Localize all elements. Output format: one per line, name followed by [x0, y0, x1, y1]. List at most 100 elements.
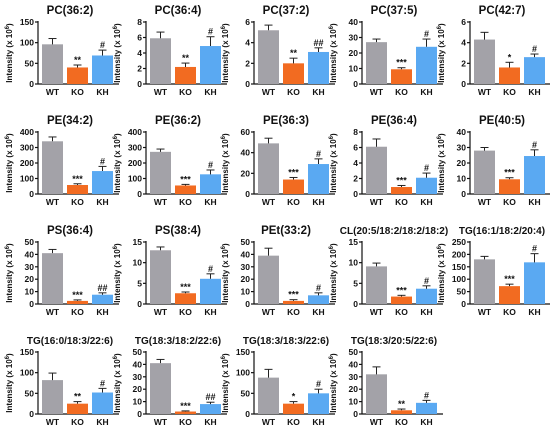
y-tick-label: 40	[457, 127, 467, 137]
y-tick-label: 20	[241, 168, 251, 178]
chart-title: PS(36:4)	[47, 225, 93, 237]
bar-wt	[258, 143, 279, 194]
y-axis-label-text: Intensity (x 10	[437, 139, 446, 193]
bar-kh	[308, 164, 329, 194]
x-tick-label: WT	[154, 197, 168, 207]
y-axis-label-text: Intensity (x 10	[437, 249, 446, 303]
y-tick-label: 4	[137, 48, 142, 58]
x-tick-label: WT	[154, 417, 168, 427]
significance-marker: #	[316, 283, 321, 293]
y-tick-label: 10	[133, 258, 143, 268]
chart-title: PC(37:5)	[371, 5, 418, 17]
y-tick-label: 20	[133, 384, 143, 394]
chart-title: CL(20:5/18:2/18:2/18:2)	[340, 226, 448, 237]
chart-title: PEt(33:2)	[261, 225, 311, 237]
x-tick-label: WT	[370, 197, 384, 207]
bar-kh	[200, 278, 221, 304]
y-tick-label: 6	[137, 33, 142, 43]
x-tick-label: WT	[154, 307, 168, 317]
significance-marker: #	[100, 378, 105, 388]
y-tick-label: 40	[133, 359, 143, 369]
bar-ko	[391, 296, 412, 304]
x-tick-label: WT	[478, 307, 492, 317]
y-tick-label: 50	[25, 237, 35, 247]
chart-title: PC(36:2)	[47, 5, 94, 17]
significance-marker: ***	[396, 58, 407, 68]
y-axis-label-end: )	[329, 23, 338, 26]
y-axis-label-exponent: 6	[113, 135, 119, 139]
bar-ko	[67, 185, 88, 194]
chart-panel: TG(18:3/18:2/22:6)Intensity (x 106)01020…	[113, 336, 227, 427]
y-axis-label-exponent: 6	[329, 135, 335, 139]
significance-marker: ***	[180, 282, 191, 292]
significance-marker: #	[532, 140, 537, 150]
bar-ko	[391, 187, 412, 194]
y-tick-label: 5	[137, 278, 142, 288]
y-axis-label-exponent: 6	[221, 355, 227, 359]
y-axis-label: Intensity (x 106)	[329, 133, 338, 193]
bar-kh	[308, 51, 329, 84]
bar-wt	[150, 250, 171, 304]
y-tick-label: 40	[349, 359, 359, 369]
y-axis-label-text: Intensity (x 10	[221, 359, 230, 413]
y-axis-label-exponent: 6	[221, 25, 227, 29]
bar-ko	[499, 286, 520, 304]
y-tick-label: 4	[353, 158, 358, 168]
y-tick-label: 6	[245, 17, 250, 27]
significance-marker: #	[100, 156, 105, 166]
y-tick-label: 150	[20, 17, 34, 27]
y-tick-label: 20	[349, 48, 359, 58]
bar-wt	[474, 39, 495, 84]
y-tick-label: 150	[236, 347, 250, 357]
y-tick-label: 60	[241, 127, 251, 137]
y-tick-label: 100	[20, 368, 34, 378]
y-tick-label: 40	[25, 249, 35, 259]
x-tick-label: KH	[96, 197, 108, 207]
bar-kh	[92, 392, 113, 414]
y-axis-label-end: )	[329, 243, 338, 246]
chart-panel: PS(38:4)Intensity (x 106)051015WT***KO#K…	[113, 225, 227, 317]
significance-marker: *	[292, 392, 296, 402]
y-tick-label: 100	[20, 38, 34, 48]
y-tick-label: 10	[349, 258, 359, 268]
x-tick-label: WT	[478, 87, 492, 97]
x-tick-label: KH	[204, 197, 216, 207]
bar-ko	[391, 410, 412, 414]
y-axis-label-end: )	[221, 133, 230, 136]
significance-marker: #	[424, 276, 429, 286]
x-tick-label: KO	[179, 197, 192, 207]
bar-wt	[474, 259, 495, 304]
bar-kh	[92, 171, 113, 194]
bar-wt	[42, 380, 63, 414]
bar-ko	[175, 185, 196, 194]
y-axis-label-end: )	[437, 243, 446, 246]
significance-marker: #	[316, 149, 321, 159]
significance-marker: #	[208, 27, 213, 37]
y-axis-label-exponent: 6	[113, 25, 119, 29]
x-tick-label: WT	[262, 87, 276, 97]
y-axis-label-end: )	[221, 353, 230, 356]
bar-kh	[92, 294, 113, 304]
significance-marker: #	[208, 160, 213, 170]
y-tick-label: 50	[241, 237, 251, 247]
x-tick-label: KH	[204, 417, 216, 427]
significance-marker: **	[290, 48, 298, 58]
y-axis-label-text: Intensity (x 10	[5, 139, 14, 193]
x-tick-label: WT	[46, 87, 60, 97]
y-axis-label-exponent: 6	[437, 25, 443, 29]
y-axis-label-text: Intensity (x 10	[329, 359, 338, 413]
x-tick-label: KH	[312, 197, 324, 207]
y-axis-label-exponent: 6	[5, 135, 11, 139]
x-tick-label: KO	[395, 417, 408, 427]
y-tick-label: 200	[452, 249, 466, 259]
bar-wt	[366, 146, 387, 194]
y-axis-label-end: )	[437, 133, 446, 136]
y-axis-label: Intensity (x 106)	[5, 23, 14, 83]
significance-marker: #	[424, 163, 429, 173]
bar-kh	[524, 156, 545, 194]
y-axis-label-end: )	[5, 133, 14, 136]
y-tick-label: 50	[133, 347, 143, 357]
y-axis-label-text: Intensity (x 10	[5, 29, 14, 83]
